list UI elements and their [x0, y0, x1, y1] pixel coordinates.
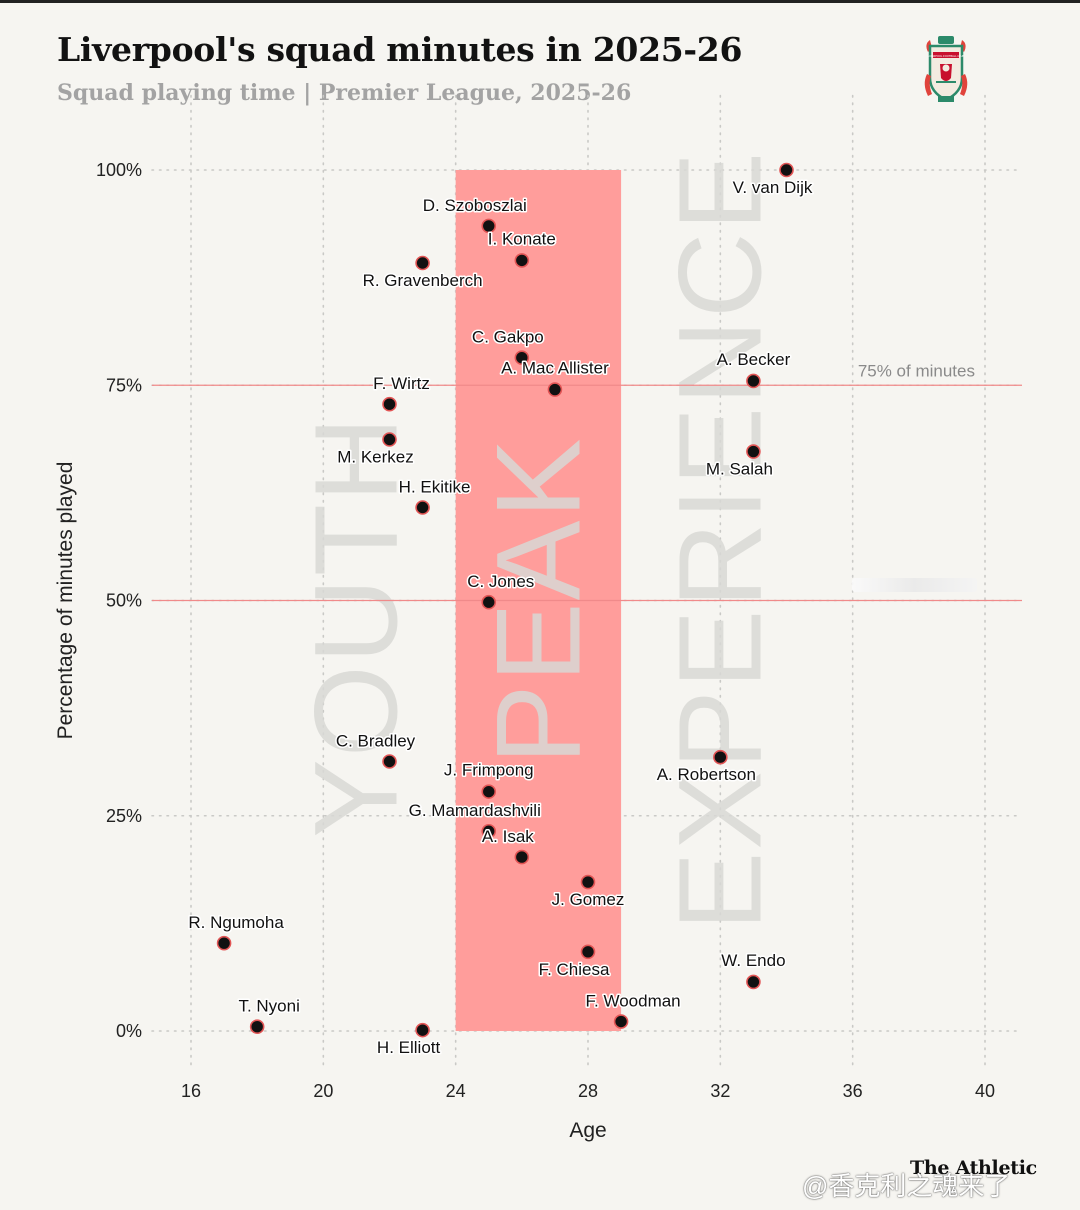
- data-point: [514, 849, 530, 865]
- data-label: C. Gakpo: [472, 328, 544, 347]
- zone-label-experience: EXPERIENCE: [654, 150, 786, 931]
- weibo-watermark: @香克利之魂来了: [802, 1171, 1011, 1201]
- data-label: C. Bradley: [336, 732, 416, 751]
- the-athletic-logo: The Athletic: [910, 1157, 1037, 1179]
- data-point: [746, 373, 761, 389]
- data-point: [481, 594, 497, 610]
- chart-subtitle: Squad playing time | Premier League, 202…: [57, 80, 632, 106]
- data-point: [580, 944, 596, 960]
- data-point: [481, 784, 497, 799]
- data-point: [216, 935, 232, 951]
- x-tick-label: 36: [843, 1081, 863, 1101]
- axis-layer: 16 20 24 28 32 36 40 0% 25% 50% 75% 100% Age Percenta…: [54, 160, 995, 1142]
- data-point: [613, 1014, 629, 1029]
- x-tick-label: 24: [446, 1081, 466, 1101]
- data-point: [382, 432, 397, 447]
- data-point: [713, 749, 728, 765]
- data-point: [514, 253, 530, 268]
- point-layer: [216, 162, 794, 1038]
- data-label: J. Gomez: [552, 890, 625, 909]
- zone-label-youth: YOUTH: [290, 415, 422, 838]
- data-label: M. Kerkez: [337, 447, 414, 466]
- data-label: C. Jones: [467, 572, 534, 591]
- x-tick-label: 28: [578, 1081, 598, 1101]
- y-tick-label: 25%: [106, 806, 142, 826]
- data-point: [415, 500, 430, 515]
- data-label: R. Ngumoha: [188, 913, 284, 932]
- data-label: A. Robertson: [657, 765, 756, 784]
- data-label: A. Isak: [482, 827, 534, 846]
- data-point: [382, 396, 397, 412]
- liverpool-fc-crest-icon: LIVERPOOL FOOTBALL CLUB: [924, 36, 968, 102]
- crest-text: LIVERPOOL FOOTBALL CLUB: [928, 54, 965, 58]
- data-label: I. Konate: [488, 229, 556, 248]
- data-label: A. Becker: [717, 350, 791, 369]
- data-label: H. Ekitike: [399, 478, 471, 497]
- data-point: [580, 874, 596, 890]
- data-point: [415, 255, 430, 271]
- x-tick-label: 40: [975, 1081, 995, 1101]
- blurred-artifact: [852, 578, 977, 592]
- y-tick-label: 0%: [116, 1021, 142, 1041]
- x-tick-label: 16: [181, 1081, 201, 1101]
- data-point: [481, 218, 497, 234]
- data-point: [514, 350, 530, 365]
- data-label: T. Nyoni: [238, 997, 299, 1016]
- data-label: H. Elliott: [377, 1038, 441, 1057]
- chart-title: Liverpool's squad minutes in 2025-26: [57, 30, 743, 69]
- data-label: F. Chiesa: [539, 960, 610, 979]
- data-point: [382, 754, 397, 769]
- data-label: J. Frimpong: [444, 761, 534, 780]
- data-point: [779, 162, 794, 178]
- y-tick-label: 100%: [96, 160, 142, 180]
- data-label: G. Mamardashvili: [409, 801, 541, 820]
- data-point: [249, 1019, 265, 1034]
- data-label: F. Wirtz: [373, 374, 430, 393]
- x-axis-label: Age: [569, 1119, 606, 1142]
- data-point: [746, 444, 761, 459]
- point-label-layer: V. van Dijk D. Szoboszlai I. Konate R. Grav…: [187, 177, 814, 1059]
- y-tick-label: 50%: [106, 591, 142, 611]
- data-label: M. Salah: [706, 460, 773, 479]
- data-label: V. van Dijk: [733, 178, 813, 197]
- data-label: A. Mac Allister: [501, 359, 609, 378]
- data-point: [481, 823, 497, 839]
- y-tick-label: 75%: [106, 375, 142, 395]
- data-label: R. Gravenberch: [363, 271, 483, 290]
- y-axis-label: Percentage of minutes played: [54, 462, 77, 740]
- reference-line-layer: 75% of minutes: [152, 361, 1022, 602]
- data-point: [746, 974, 761, 990]
- reference-line-label: 75% of minutes: [858, 361, 975, 380]
- x-tick-label: 32: [710, 1081, 730, 1101]
- data-point: [547, 382, 563, 397]
- data-point: [415, 1022, 430, 1038]
- data-label: W. Endo: [721, 951, 785, 970]
- top-rule: [0, 0, 1080, 3]
- data-label: D. Szoboszlai: [423, 196, 527, 215]
- x-tick-label: 20: [313, 1081, 333, 1101]
- data-label: F. Woodman: [586, 992, 681, 1011]
